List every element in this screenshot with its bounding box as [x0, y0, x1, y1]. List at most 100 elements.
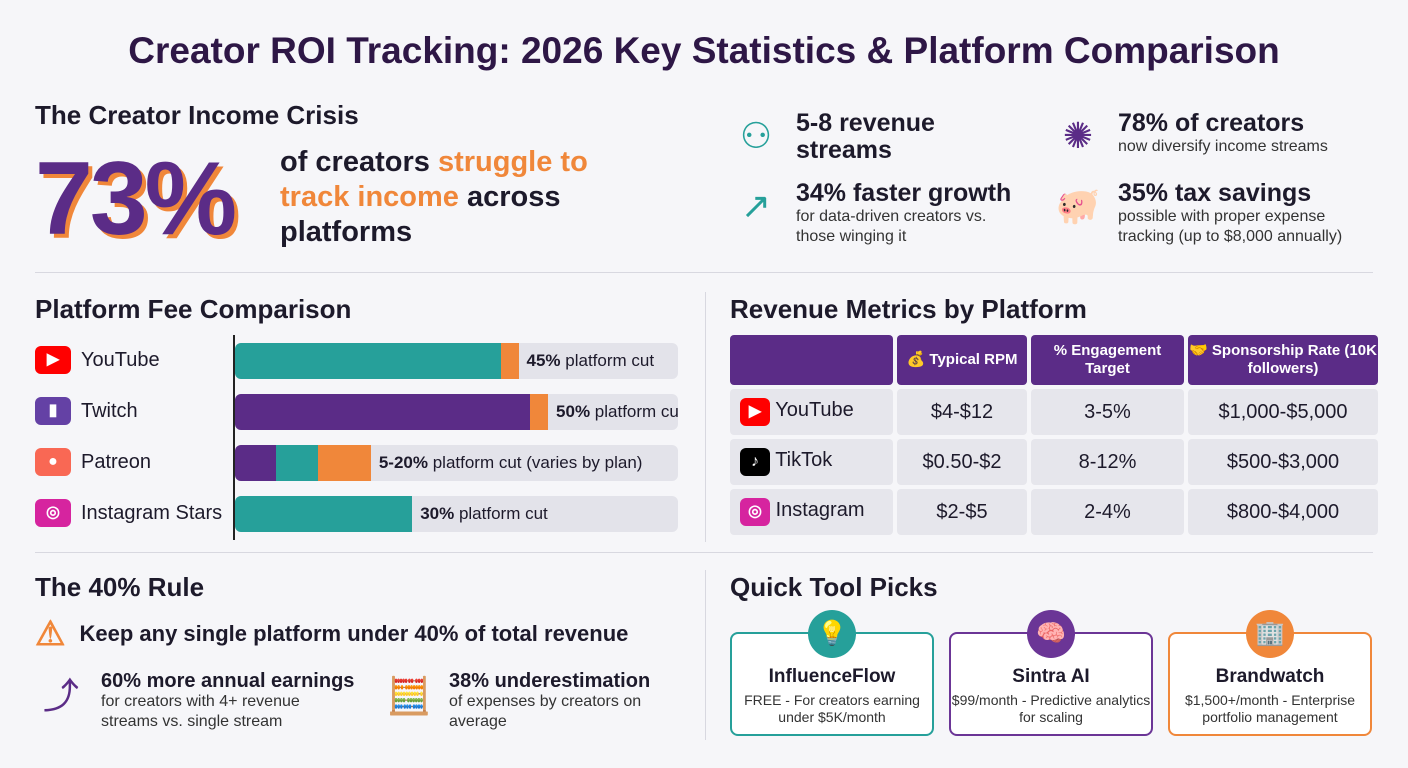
- table-row: ▶ YouTube $4-$12 3-5% $1,000-$5,000: [730, 389, 1378, 435]
- platform-name: YouTube: [775, 399, 854, 421]
- bar-segment: [500, 343, 519, 379]
- platform-name: YouTube: [81, 348, 160, 371]
- platform-name: Instagram: [775, 499, 865, 521]
- youtube-logo-icon: ▶: [740, 398, 770, 426]
- stat-sub: now diversify income streams: [1118, 138, 1328, 155]
- bar-1: 50% platform cut: [235, 394, 678, 430]
- bar-text: platform cut: [454, 504, 548, 523]
- warning-icon: ⚠: [35, 615, 66, 653]
- platform-name: TikTok: [775, 449, 833, 471]
- platform-name: Instagram Stars: [81, 501, 223, 524]
- rule-heading: The 40% Rule: [35, 572, 205, 602]
- bar-value: 45%: [526, 351, 561, 370]
- table-cell: 3-5%: [1031, 389, 1184, 435]
- bar-segment: [276, 445, 318, 481]
- bar-segment: [235, 496, 413, 532]
- platform-cell: ♪ TikTok: [730, 439, 893, 485]
- tool-desc: FREE - For creators earning under $5K/mo…: [744, 692, 920, 725]
- stat-sub: for data-driven creators vs. those wingi…: [796, 208, 987, 245]
- page-title: Creator ROI Tracking: 2026 Key Statistic…: [128, 30, 1280, 71]
- text-highlight: struggle to track income: [280, 146, 588, 213]
- trend-up-arrow-icon: ↗: [740, 185, 772, 226]
- col-label: Sponsorship Rate (10K followers): [1211, 342, 1377, 377]
- bar-value: 30%: [420, 504, 455, 523]
- table-cell: 8-12%: [1031, 439, 1184, 485]
- brain-icon: 🧠: [1027, 610, 1075, 658]
- metrics-table: 💰 Typical RPM % Engagement Target 🤝 Spon…: [726, 331, 1382, 539]
- platform-cell: ◎ Instagram: [730, 489, 893, 535]
- fees-heading: Platform Fee Comparison: [35, 294, 352, 324]
- tool-card[interactable]: 🏢 Brandwatch $1,500+/month - Enterprise po…: [1168, 610, 1372, 736]
- bar-label: 45% platform cut: [527, 351, 655, 371]
- platform-label: ▮ Twitch: [35, 397, 138, 425]
- platform-name: Patreon: [81, 450, 152, 473]
- bar-value: 50%: [556, 402, 591, 421]
- bar-text: platform cut: [560, 351, 655, 370]
- platform-label: ▶ YouTube: [35, 346, 160, 374]
- rule-warning: ⚠ Keep any single platform under 40% of t…: [35, 614, 628, 654]
- divider: [705, 570, 706, 740]
- table-cell: $800-$4,000: [1188, 489, 1378, 535]
- bar-0: 45% platform cut: [235, 343, 678, 379]
- bar-3: 30% platform cut: [235, 496, 678, 532]
- person-network-icon: ✺: [1062, 115, 1094, 156]
- bar-segment: [317, 445, 371, 481]
- tools-heading: Quick Tool Picks: [730, 572, 938, 602]
- metrics-heading: Revenue Metrics by Platform: [730, 294, 1087, 324]
- bar-2: 5-20% platform cut (varies by plan): [235, 445, 678, 481]
- building-icon: 🏢: [1246, 610, 1294, 658]
- bar-text: platform cut: [590, 402, 678, 421]
- tool-card[interactable]: 💡 InfluenceFlow FREE - For creators earnin…: [730, 610, 934, 736]
- stat-title: 35% tax savings: [1118, 179, 1312, 207]
- stat-growth: ↗ 34% faster growth for data-driven creato…: [730, 180, 1026, 247]
- twitch-logo-icon: ▮: [35, 397, 71, 425]
- table-cell: $1,000-$5,000: [1188, 389, 1378, 435]
- table-cell: $4-$12: [897, 389, 1027, 435]
- stat-tax: 🐖 35% tax savings possible with proper exp…: [1052, 180, 1378, 247]
- tool-name: Brandwatch: [1215, 666, 1325, 687]
- tool-card[interactable]: 🧠 Sintra AI $99/month - Predictive analyti…: [949, 610, 1153, 736]
- warning-text: Keep any single platform under 40% of to…: [79, 621, 629, 646]
- platform-cell: ▶ YouTube: [730, 389, 893, 435]
- tiktok-logo-icon: ♪: [740, 448, 770, 476]
- growth-arrows-icon: ⤴: [42, 675, 79, 716]
- crisis-text: of creators struggle to track income acr…: [280, 145, 660, 250]
- tool-desc: $1,500+/month - Enterprise portfolio man…: [1184, 692, 1356, 725]
- text: across platforms: [280, 181, 561, 248]
- bar-segment: [235, 343, 501, 379]
- col-sponsorship: 🤝 Sponsorship Rate (10K followers): [1188, 335, 1378, 385]
- bar-label: 5-20% platform cut (varies by plan): [379, 453, 643, 473]
- item-title: 38% underestimation: [449, 670, 651, 692]
- tool-name: Sintra AI: [1012, 666, 1090, 687]
- stat-title: 78% of creators: [1118, 109, 1305, 137]
- instagram-logo-icon: ◎: [740, 498, 770, 526]
- instagram-logo-icon: ◎: [35, 499, 71, 527]
- platform-label: ◎ Instagram Stars: [35, 499, 222, 527]
- youtube-logo-icon: ▶: [35, 346, 71, 374]
- rule-item-earnings: ⤴ 60% more annual earnings for creators wi…: [35, 670, 354, 732]
- item-sub: of expenses by creators on average: [449, 693, 642, 730]
- table-cell: $2-$5: [897, 489, 1027, 535]
- platform-label: ● Patreon: [35, 448, 151, 476]
- tool-desc: $99/month - Predictive analytics for sca…: [951, 692, 1151, 725]
- lightbulb-icon: 💡: [808, 610, 856, 658]
- divider: [35, 552, 1373, 553]
- bar-segment: [530, 394, 549, 430]
- patreon-logo-icon: ●: [35, 448, 71, 476]
- bar-text: platform cut (varies by plan): [427, 453, 643, 472]
- text: of creators: [280, 146, 438, 178]
- chart-axis: [233, 335, 235, 540]
- stat-title: 34% faster growth: [796, 179, 1012, 207]
- stat-sub: possible with proper expense tracking (u…: [1118, 208, 1343, 245]
- item-sub: for creators with 4+ revenue streams vs.…: [101, 693, 300, 730]
- divider: [705, 292, 706, 542]
- piggy-bank-icon: 🐖: [1055, 185, 1101, 226]
- people-network-icon: ⚇: [739, 115, 773, 156]
- item-title: 60% more annual earnings: [101, 670, 355, 692]
- stat-diversify: ✺ 78% of creators now diversify income str…: [1052, 110, 1328, 162]
- bar-label: 30% platform cut: [420, 504, 548, 524]
- tool-name: InfluenceFlow: [768, 666, 896, 687]
- divider: [35, 272, 1373, 273]
- bar-label: 50% platform cut: [556, 402, 678, 422]
- bar-value: 5-20%: [378, 453, 428, 472]
